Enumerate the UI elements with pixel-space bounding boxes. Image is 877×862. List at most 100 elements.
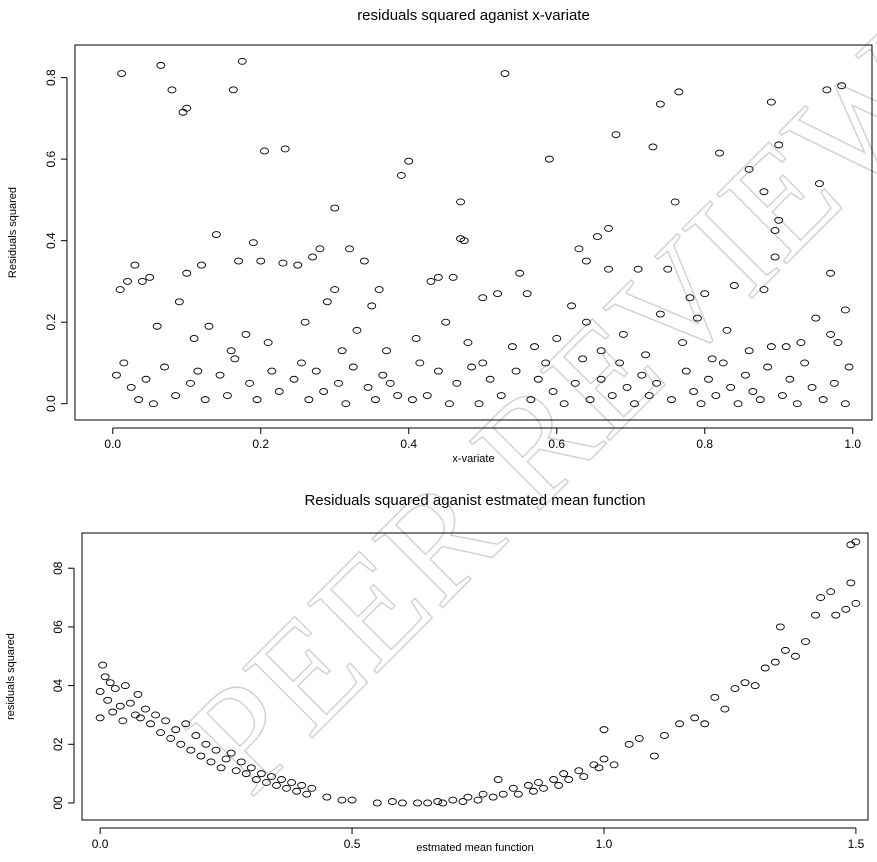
point bbox=[141, 705, 150, 713]
point bbox=[197, 261, 206, 269]
point bbox=[599, 726, 609, 734]
point bbox=[404, 157, 414, 165]
point bbox=[115, 286, 125, 294]
point bbox=[415, 359, 425, 367]
point bbox=[196, 752, 206, 760]
point bbox=[133, 690, 143, 698]
point bbox=[774, 141, 784, 149]
point bbox=[655, 100, 665, 108]
x-tick-label: 1.0 bbox=[596, 837, 613, 851]
point bbox=[513, 790, 523, 798]
point bbox=[151, 711, 161, 719]
y-tick-label: 00 bbox=[51, 796, 65, 810]
point bbox=[302, 790, 312, 798]
point bbox=[618, 330, 628, 338]
point bbox=[297, 781, 307, 789]
point bbox=[103, 696, 113, 704]
point bbox=[715, 149, 725, 157]
point bbox=[770, 658, 780, 666]
point bbox=[624, 740, 634, 748]
point bbox=[458, 798, 468, 805]
x-tick-label: 0.2 bbox=[252, 437, 269, 451]
point bbox=[161, 717, 171, 725]
point bbox=[141, 375, 151, 383]
point bbox=[385, 379, 395, 387]
y-tick-label: 04 bbox=[51, 679, 65, 693]
point bbox=[844, 363, 854, 371]
point bbox=[448, 273, 458, 281]
point bbox=[193, 367, 203, 375]
plot-frame bbox=[81, 532, 869, 821]
point bbox=[115, 702, 125, 710]
point bbox=[539, 784, 548, 792]
point bbox=[496, 392, 506, 399]
point bbox=[182, 269, 192, 277]
point bbox=[156, 729, 166, 737]
point bbox=[256, 770, 266, 778]
point bbox=[230, 355, 240, 363]
point bbox=[292, 787, 302, 795]
point bbox=[160, 363, 169, 371]
point bbox=[740, 679, 750, 687]
point bbox=[337, 796, 347, 804]
point bbox=[126, 383, 136, 391]
point bbox=[245, 379, 255, 387]
point bbox=[707, 355, 717, 363]
point bbox=[378, 371, 388, 379]
point bbox=[851, 538, 861, 546]
point bbox=[596, 347, 606, 355]
point bbox=[530, 343, 540, 351]
point bbox=[615, 359, 625, 367]
point bbox=[581, 257, 591, 265]
point bbox=[574, 767, 584, 775]
point bbox=[766, 98, 776, 106]
point bbox=[387, 798, 397, 805]
point bbox=[692, 314, 702, 322]
point bbox=[191, 732, 201, 739]
point bbox=[274, 388, 284, 395]
point bbox=[463, 339, 473, 347]
y-tick-label: 08 bbox=[51, 561, 65, 575]
point bbox=[459, 237, 469, 245]
point bbox=[311, 367, 321, 375]
x-tick-label: 1.0 bbox=[844, 437, 861, 451]
point bbox=[426, 277, 436, 285]
point bbox=[704, 375, 713, 383]
point bbox=[831, 611, 841, 619]
point bbox=[644, 392, 654, 399]
point bbox=[374, 286, 384, 294]
point bbox=[759, 188, 769, 196]
point bbox=[570, 379, 580, 387]
point bbox=[98, 661, 108, 669]
point bbox=[515, 269, 525, 277]
point bbox=[696, 400, 706, 408]
x-axis-label: x-variate bbox=[452, 453, 494, 465]
point bbox=[289, 375, 299, 383]
point bbox=[667, 396, 676, 404]
point bbox=[345, 245, 354, 253]
point bbox=[363, 383, 373, 391]
point bbox=[826, 330, 836, 338]
point bbox=[473, 796, 483, 804]
point bbox=[304, 396, 314, 404]
point bbox=[770, 227, 780, 234]
point bbox=[186, 746, 196, 754]
chart-title: residuals squared aganist x-variate bbox=[357, 7, 590, 24]
point bbox=[189, 335, 199, 342]
point bbox=[826, 588, 836, 596]
point bbox=[266, 773, 276, 781]
point bbox=[246, 764, 256, 772]
point bbox=[174, 298, 184, 306]
point bbox=[307, 784, 317, 792]
point bbox=[261, 778, 271, 786]
point bbox=[781, 343, 791, 351]
point bbox=[347, 796, 357, 804]
point bbox=[256, 257, 266, 265]
point bbox=[148, 400, 158, 408]
x-tick-label: 0.5 bbox=[344, 837, 361, 851]
point bbox=[267, 367, 277, 375]
point bbox=[733, 400, 743, 408]
point bbox=[748, 388, 758, 395]
point bbox=[204, 322, 214, 330]
